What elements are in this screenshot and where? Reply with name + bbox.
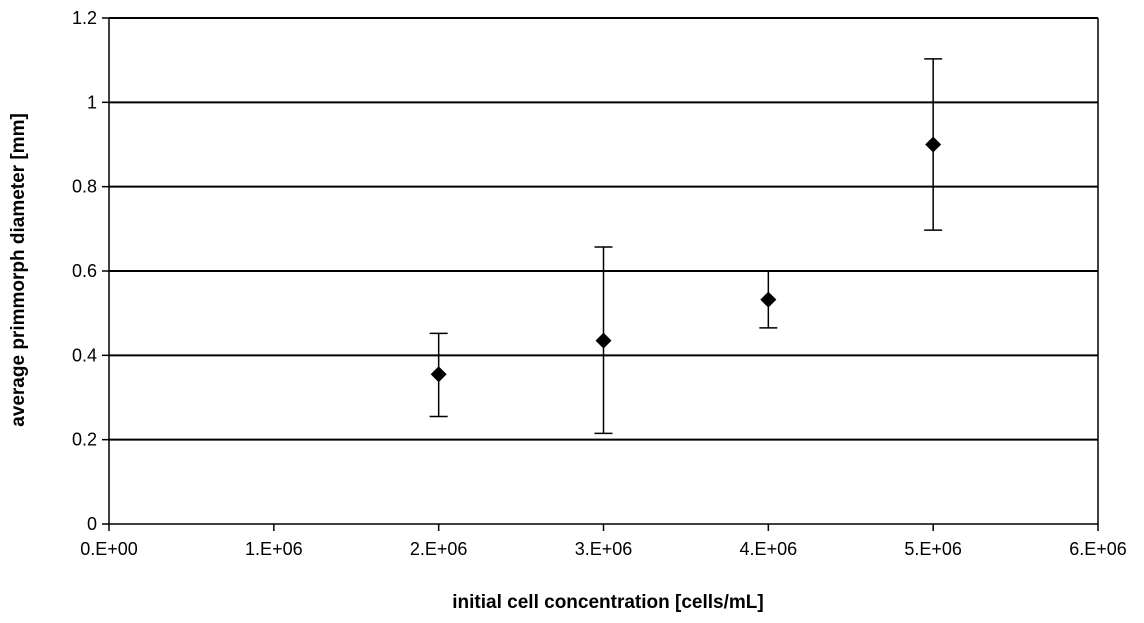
x-tick-labels: 0.E+00 1.E+06 2.E+06 3.E+06 4.E+06 5.E+06 6.E+… xyxy=(80,539,1127,559)
x-tick-label: 3.E+06 xyxy=(575,539,633,559)
y-tick-labels: 0 0.2 0.4 0.6 0.8 1 1.2 xyxy=(72,8,97,534)
data-series xyxy=(429,58,943,435)
y-tick-label: 0.8 xyxy=(72,177,97,197)
axes xyxy=(102,17,1099,531)
data-point-marker xyxy=(925,136,942,153)
x-tick-label: 6.E+06 xyxy=(1069,539,1127,559)
y-tick-label: 1 xyxy=(87,92,97,112)
data-point-group xyxy=(594,246,613,435)
data-point-marker xyxy=(430,366,447,383)
data-point-group xyxy=(759,270,778,329)
y-tick-label: 0.6 xyxy=(72,261,97,281)
x-tick-label: 5.E+06 xyxy=(904,539,962,559)
data-point-group xyxy=(924,58,943,231)
data-point-group xyxy=(429,332,448,418)
data-point-marker xyxy=(760,291,777,308)
x-tick-label: 0.E+00 xyxy=(80,539,138,559)
y-tick-label: 0.4 xyxy=(72,345,97,365)
data-point-marker xyxy=(595,332,612,349)
y-tick-label: 0.2 xyxy=(72,430,97,450)
y-tick-label: 0 xyxy=(87,514,97,534)
x-axis-title: initial cell concentration [cells/mL] xyxy=(452,592,763,613)
x-tick-label: 4.E+06 xyxy=(740,539,798,559)
x-tick-label: 2.E+06 xyxy=(410,539,468,559)
x-tick-label: 1.E+06 xyxy=(245,539,303,559)
y-axis-title: average primmorph diameter [mm] xyxy=(8,113,29,427)
y-tick-label: 1.2 xyxy=(72,8,97,28)
